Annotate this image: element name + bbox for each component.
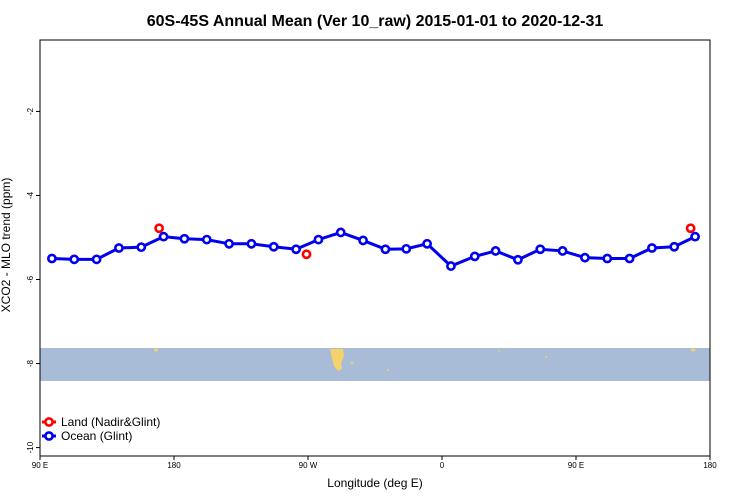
data-point [580, 252, 590, 263]
data-point [136, 242, 147, 253]
data-point [301, 249, 312, 260]
land-speck [545, 356, 547, 358]
series-ocean [47, 227, 701, 271]
x-tick-label: 180 [167, 461, 181, 470]
data-point [224, 238, 234, 249]
data-point [268, 241, 279, 252]
data-point [422, 238, 433, 249]
data-point [69, 254, 80, 265]
x-axis-label: Longitude (deg E) [327, 476, 422, 490]
data-point [685, 223, 696, 234]
x-tick-label: 180 [703, 461, 717, 470]
data-point [669, 241, 680, 252]
y-tick-label: -2 [26, 107, 35, 115]
land-speck [154, 348, 158, 352]
axes: 90 E 180 90 W 0 90 E 180 -2 -4 -6 -8 -10 [26, 39, 717, 470]
data-point [114, 243, 124, 253]
data-point [557, 246, 568, 256]
data-point [647, 243, 657, 253]
legend-marker [44, 431, 54, 441]
x-tick-label: 90 E [32, 461, 48, 470]
data-point [380, 244, 391, 255]
chart-title: 60S-45S Annual Mean (Ver 10_raw) 2015-01… [147, 13, 604, 30]
data-point [624, 253, 635, 264]
legend-label: Ocean (Glint) [61, 429, 132, 443]
y-tick-label: -6 [26, 275, 35, 283]
data-point [602, 253, 613, 264]
legend-label: Land (Nadir&Glint) [61, 415, 160, 429]
y-axis-label: XCO2 - MLO trend (ppm) [0, 178, 13, 313]
data-point [47, 253, 57, 264]
data-point [469, 251, 480, 262]
data-point [335, 227, 346, 238]
data-point [358, 235, 368, 246]
ocean-band [40, 348, 710, 381]
y-tick-label: -4 [26, 191, 35, 199]
data-point [179, 233, 190, 244]
y-tick-label: -10 [26, 441, 35, 453]
data-point [313, 234, 324, 245]
data-point [535, 244, 546, 255]
land-speck [350, 362, 354, 364]
data-point [490, 246, 501, 256]
land-speck [498, 350, 500, 352]
legend: Land (Nadir&Glint)Ocean (Glint) [42, 415, 160, 443]
land-speck [690, 348, 696, 352]
data-point [91, 254, 102, 265]
series-land [154, 223, 696, 260]
legend-marker [44, 417, 54, 427]
data-point [690, 231, 701, 242]
data-point [401, 243, 412, 254]
data-point [446, 261, 456, 271]
y-tick-label: -8 [26, 359, 35, 367]
data-point [246, 238, 257, 249]
data-point [154, 223, 165, 234]
south-america-tip [330, 349, 344, 371]
data-point [291, 244, 301, 255]
map-background-band [40, 348, 710, 381]
land-speck [387, 369, 389, 371]
series-layer [47, 223, 701, 271]
x-tick-label: 90 E [568, 461, 584, 470]
data-point [158, 231, 169, 242]
data-point [513, 254, 523, 265]
land-masses [154, 348, 696, 371]
plot-frame [39, 39, 711, 457]
x-tick-label: 0 [440, 461, 445, 470]
x-tick-label: 90 W [299, 461, 318, 470]
data-point [201, 234, 212, 245]
